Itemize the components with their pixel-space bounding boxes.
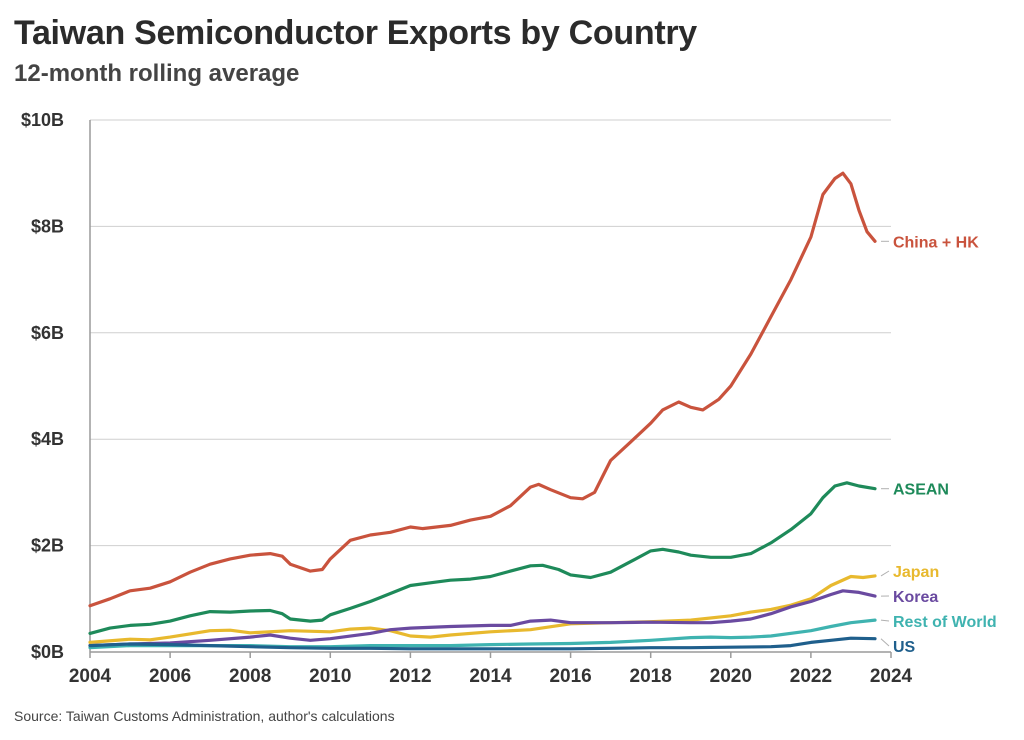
series-label-china-hk: China + HK: [893, 234, 979, 251]
series-line-korea: [88, 589, 877, 648]
chart-subtitle: 12-month rolling average: [14, 60, 300, 87]
y-axis-ticks: $0B $2B $4B $6B $8B $10B: [21, 110, 64, 662]
y-tick-label: $4B: [31, 429, 64, 449]
source-note: Source: Taiwan Customs Administration, a…: [14, 708, 395, 724]
series-lines: [88, 171, 877, 651]
series-label-korea: Korea: [893, 589, 938, 606]
x-axis-ticks: 2004 2006 2008 2010 2012 2014 2016 2018 2020 2022…: [69, 652, 913, 687]
x-tick-label: 2006: [149, 666, 191, 687]
series-line-china-hk: [88, 171, 877, 608]
series-label-rest-of-world: Rest of World: [893, 614, 997, 631]
label-connector: [880, 638, 890, 647]
line-chart: $0B $2B $4B $6B $8B $10B 2004 2006 2008 2010 2012…: [21, 110, 997, 687]
series-line-us: [88, 636, 877, 651]
series-label-japan: Japan: [893, 564, 939, 581]
x-tick-label: 2010: [309, 666, 351, 687]
x-tick-label: 2008: [229, 666, 271, 687]
series-label-us: US: [893, 639, 916, 656]
gridlines: [89, 119, 891, 653]
y-tick-label: $10B: [21, 110, 64, 130]
x-tick-label: 2024: [870, 666, 913, 687]
x-tick-label: 2022: [790, 666, 832, 687]
series-labels: China + HK ASEAN Japan Korea Rest of World US: [880, 234, 997, 656]
x-tick-label: 2014: [469, 666, 512, 687]
y-tick-label: $8B: [31, 216, 64, 236]
y-tick-label: $6B: [31, 323, 64, 343]
y-tick-label: $0B: [31, 642, 64, 662]
y-tick-label: $2B: [31, 536, 64, 556]
x-tick-label: 2012: [389, 666, 431, 687]
label-connector: [880, 619, 890, 622]
series-line-asean: [88, 481, 877, 635]
series-line-japan: [88, 574, 877, 644]
label-connector: [880, 570, 890, 577]
series-label-asean: ASEAN: [893, 482, 949, 499]
x-tick-label: 2004: [69, 666, 112, 687]
x-tick-label: 2018: [630, 666, 672, 687]
chart-title: Taiwan Semiconductor Exports by Country: [14, 14, 697, 52]
x-tick-label: 2020: [710, 666, 752, 687]
x-tick-label: 2016: [549, 666, 591, 687]
